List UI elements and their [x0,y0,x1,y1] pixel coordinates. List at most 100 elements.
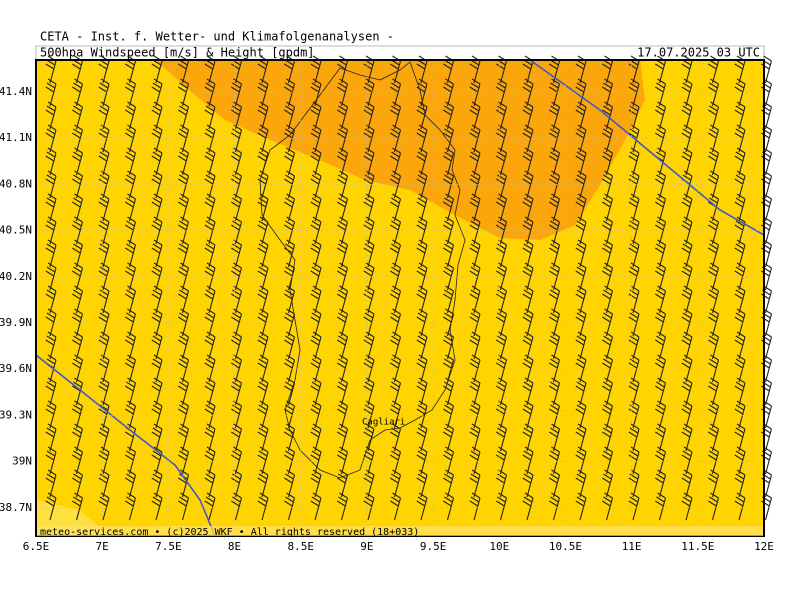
wind-barb [416,354,428,383]
wind-barb [45,285,57,314]
wind-barb [416,262,428,291]
wind-barb [469,285,481,314]
wind-barb [655,170,667,199]
wind-barb [734,331,746,360]
wind-barb [98,216,110,245]
wind-barb [98,308,110,337]
wind-barb [231,285,243,314]
wind-barb [681,262,693,291]
wind-barb [390,377,402,406]
wind-barb [681,216,693,245]
wind-barb [310,377,322,406]
wind-barb [390,193,402,222]
wind-barb [151,354,163,383]
wind-barb [98,193,110,222]
wind-barb [204,170,216,199]
wind-barb [72,124,84,153]
wind-barb [416,469,428,498]
wind-barb [761,262,773,291]
wind-field-strong [155,60,645,240]
wind-barb [204,400,216,429]
wind-barb [45,400,57,429]
wind-barb [549,78,561,107]
wind-barb [72,285,84,314]
lat-label: 39N [12,455,32,468]
wind-barb [708,239,720,268]
wind-barb [549,354,561,383]
wind-barb [522,308,534,337]
wind-barb [708,124,720,153]
wind-barb [734,193,746,222]
wind-barb [204,55,216,84]
wind-barb [151,216,163,245]
wind-barb [761,239,773,268]
wind-barb [708,285,720,314]
wind-barb [469,193,481,222]
wind-barb [257,262,269,291]
wind-barb [602,285,614,314]
wind-barb [284,193,296,222]
wind-barb [45,377,57,406]
wind-barb [761,377,773,406]
wind-barb [257,331,269,360]
wind-barb [708,377,720,406]
wind-barb [655,377,667,406]
wind-barb [72,446,84,475]
wind-barb [549,262,561,291]
wind-barb [575,469,587,498]
wind-barb [125,423,137,452]
lat-label: 41.1N [0,131,32,144]
wind-barb [45,469,57,498]
wind-barb [151,285,163,314]
wind-barb [178,331,190,360]
wind-barb [681,446,693,475]
wind-barb [549,492,561,521]
wind-barb [337,55,349,84]
wind-barb [708,101,720,130]
wind-barb [337,262,349,291]
wind-barb [602,239,614,268]
wind-barb [469,170,481,199]
wind-barb [761,124,773,153]
wind-barb [496,78,508,107]
wind-barb [522,377,534,406]
wind-barb [522,423,534,452]
wind-barb [72,492,84,521]
wind-barb [231,101,243,130]
wind-barb [655,331,667,360]
wind-barb [416,331,428,360]
wind-barb [443,262,455,291]
wind-barb [337,308,349,337]
wind-barb [363,354,375,383]
lat-label: 39.3N [0,408,32,421]
wind-barb [469,147,481,176]
wind-barb [734,446,746,475]
wind-barb [178,377,190,406]
wind-barb [284,308,296,337]
wind-barb [45,308,57,337]
wind-barb [549,193,561,222]
wind-barb [257,55,269,84]
wind-barb [72,147,84,176]
wind-barb [708,262,720,291]
wind-barb [549,239,561,268]
wind-barb [72,170,84,199]
wind-barb [151,124,163,153]
wind-barb [761,469,773,498]
wind-barb [231,262,243,291]
wind-barb [602,354,614,383]
wind-barb [628,216,640,245]
wind-barb [390,216,402,245]
wind-barb [98,262,110,291]
wind-barb [178,262,190,291]
wind-barb [522,170,534,199]
wind-barb [416,193,428,222]
wind-barb [416,216,428,245]
wind-barb [761,354,773,383]
wind-barb [443,377,455,406]
wind-barb [257,492,269,521]
wind-barb [151,147,163,176]
header-product: 500hpa Windspeed [m/s] & Height [gpdm] [40,46,315,60]
wind-barb [469,377,481,406]
wind-barb [72,354,84,383]
